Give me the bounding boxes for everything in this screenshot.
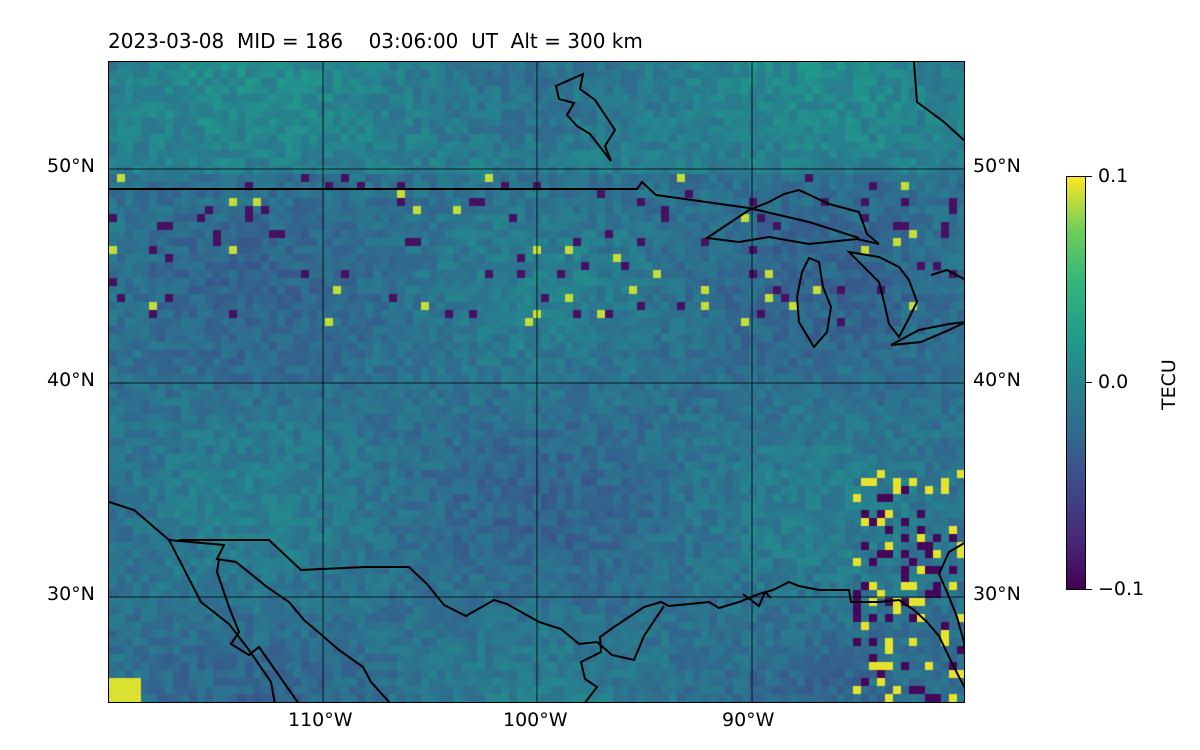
lon-tick-label: 100°W (503, 709, 568, 731)
lon-tick-label: 110°W (288, 709, 353, 731)
mississippi-delta (742, 590, 772, 608)
us-mexico-border (179, 539, 665, 662)
lake-superior (704, 188, 880, 246)
lat-tick-label-right: 30°N (973, 583, 1021, 605)
colorbar-label: TECU (1158, 359, 1180, 410)
lat-tick-label-left: 30°N (47, 583, 95, 605)
colorbar-tick-label: 0.0 (1098, 371, 1129, 393)
lake-erie (890, 321, 964, 346)
colorbar (1066, 176, 1086, 590)
tec-map (108, 61, 965, 703)
baja-gulf-east (215, 558, 299, 702)
map-overlay (109, 62, 964, 702)
baja-coast (109, 501, 276, 702)
lat-tick-label-left: 50°N (47, 155, 95, 177)
lon-tick-label: 90°W (722, 709, 775, 731)
vancouver-island-coast (554, 72, 617, 162)
gulf-coast-texas (579, 580, 964, 702)
lat-tick-label-right: 50°N (973, 155, 1021, 177)
lat-tick-label-right: 40°N (973, 369, 1021, 391)
gridlines (109, 62, 964, 702)
colorbar-tick-label: −0.1 (1098, 578, 1145, 600)
coastlines (109, 62, 964, 702)
lake-michigan (795, 256, 833, 349)
colorbar-tick-label: 0.1 (1098, 165, 1129, 187)
plot-title: 2023-03-08 MID = 186 03:06:00 UT Alt = 3… (108, 29, 643, 53)
baja-gulf-west (168, 539, 391, 702)
colorbar-tick (1086, 589, 1092, 590)
atlantic-coast (913, 62, 964, 142)
lat-tick-label-left: 40°N (47, 369, 95, 391)
colorbar-tick (1086, 382, 1092, 383)
colorbar-tick (1086, 176, 1092, 177)
us-canada-border (109, 180, 860, 239)
florida-coast (937, 542, 964, 653)
lake-huron (846, 250, 919, 339)
lake-ontario (930, 268, 964, 281)
